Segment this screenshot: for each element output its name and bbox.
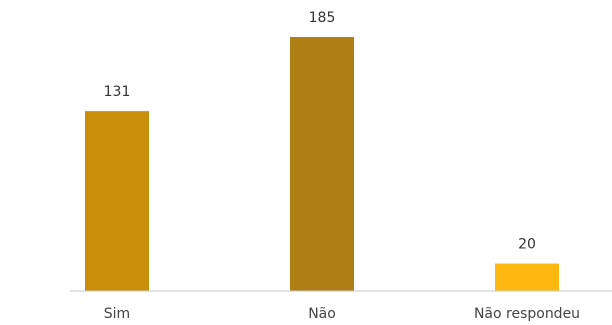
bar-value-label-1: 131 [104,84,131,100]
category-label-3: Não respondeu [474,306,580,322]
bar-2 [290,37,354,291]
bar-3 [495,263,559,291]
category-label-2: Não [308,306,336,322]
category-label-1: Sim [104,306,130,322]
bars-group [85,37,559,292]
category-labels-group: Sim Não Não respondeu [104,306,580,322]
bar-1 [85,111,149,292]
bar-value-label-2: 185 [309,10,336,26]
value-labels-group: 131 185 20 [104,10,536,253]
bar-value-label-3: 20 [518,237,536,253]
